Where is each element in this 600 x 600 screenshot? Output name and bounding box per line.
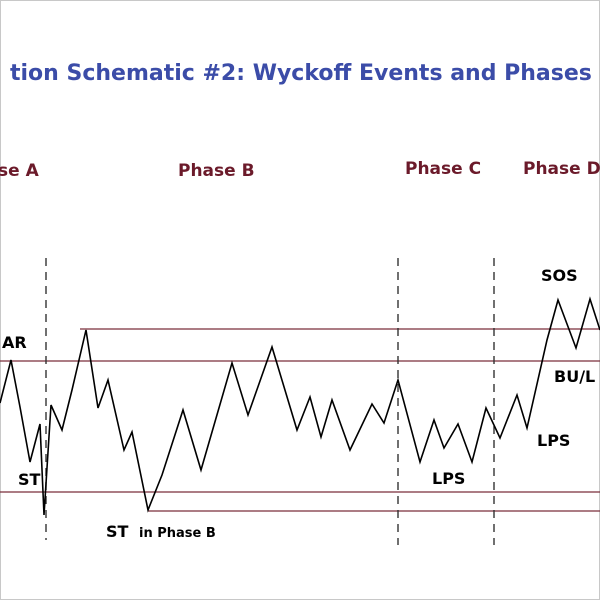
event-st-label: ST: [18, 470, 41, 489]
phase-b-label: Phase B: [178, 161, 255, 181]
event-sos-label: SOS: [541, 266, 578, 285]
phase-a-label: se A: [0, 161, 40, 181]
event-lps-low-label: LPS: [432, 469, 465, 488]
schematic-title: tion Schematic #2: Wyckoff Events and Ph…: [10, 61, 592, 86]
event-bu-label: BU/L: [554, 367, 595, 386]
event-ar-label: AR: [2, 333, 27, 352]
event-st-phase-b-label: ST in Phase B: [106, 522, 216, 541]
phase-c-label: Phase C: [405, 159, 481, 179]
event-st-phase-b-suffix: in Phase B: [139, 526, 216, 541]
event-st-phase-b-main: ST: [106, 522, 129, 541]
price-path: [0, 296, 600, 516]
event-lps-right-label: LPS: [537, 431, 570, 450]
phase-d-label: Phase D: [523, 159, 600, 179]
